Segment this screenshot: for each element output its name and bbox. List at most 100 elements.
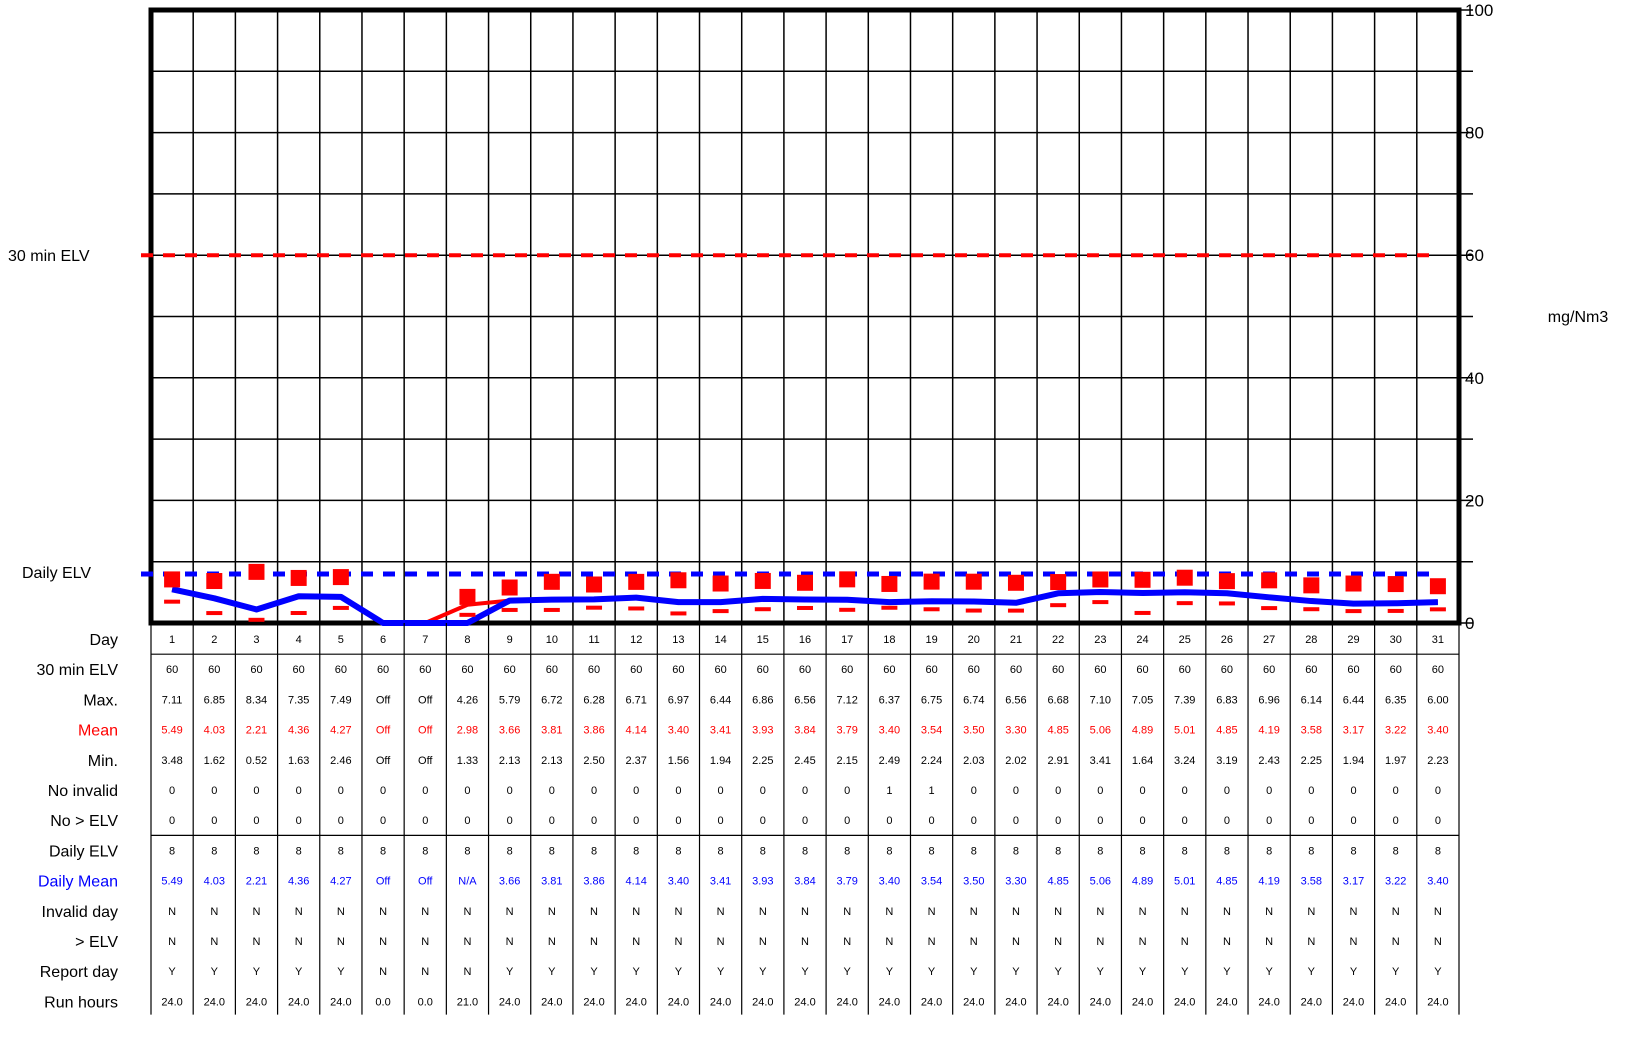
table-cell: N — [801, 936, 809, 948]
table-cell: N — [463, 936, 471, 948]
table-cell: 8 — [549, 845, 555, 857]
table-cell: N — [421, 906, 429, 918]
table-cell: 3.40 — [1427, 876, 1448, 888]
table-cell: 0 — [1182, 785, 1188, 797]
table-cell: 60 — [208, 664, 220, 676]
table-cell: 27 — [1263, 634, 1275, 646]
table-cell: N — [1096, 936, 1104, 948]
table-cell: N — [1392, 906, 1400, 918]
table-cell: Off — [418, 755, 433, 767]
min-point — [670, 611, 687, 616]
table-cell: 8 — [886, 845, 892, 857]
table-cell: 24.0 — [1090, 996, 1111, 1008]
min-point — [1218, 601, 1235, 606]
table-cell: 60 — [335, 664, 347, 676]
table-cell: 1.94 — [1343, 755, 1364, 767]
table-cell: 3.58 — [1301, 876, 1322, 888]
table-cell: 0 — [464, 815, 470, 827]
table-cell: 8 — [296, 845, 302, 857]
table-cell: 0 — [929, 815, 935, 827]
table-cell: 60 — [419, 664, 431, 676]
table-cell: 2.21 — [246, 876, 267, 888]
table-cell: 21.0 — [457, 996, 478, 1008]
table-cell: 7.10 — [1090, 694, 1111, 706]
max-point — [1303, 577, 1320, 594]
table-cell: N — [210, 936, 218, 948]
table-cell: 2.15 — [836, 755, 857, 767]
table-cell: 0 — [296, 815, 302, 827]
max-point — [1007, 574, 1024, 591]
table-cell: N — [717, 906, 725, 918]
table-cell: 4 — [296, 634, 302, 646]
table-cell: 1 — [886, 785, 892, 797]
table-cell: 22 — [1052, 634, 1064, 646]
table-cell: N — [506, 936, 514, 948]
min-point — [797, 605, 813, 610]
table-cell: N — [1181, 906, 1189, 918]
table-cell: Off — [418, 694, 433, 706]
max-point — [1176, 569, 1193, 586]
table-cell: 0 — [1182, 815, 1188, 827]
table-cell: N — [337, 936, 345, 948]
table-cell: 6.44 — [1343, 694, 1364, 706]
table-cell: 60 — [377, 664, 389, 676]
table-cell: N — [590, 906, 598, 918]
table-cell: N — [421, 966, 429, 978]
table-row-label: No invalid — [48, 783, 118, 800]
table-cell: 0.52 — [246, 755, 267, 767]
table-cell: 24.0 — [626, 996, 647, 1008]
daily-mean-series-line — [171, 586, 1438, 626]
table-cell: N — [928, 936, 936, 948]
table-cell: 0 — [1350, 815, 1356, 827]
table-cell: 0 — [760, 785, 766, 797]
table-cell: N — [843, 906, 851, 918]
table-cell: 0 — [633, 785, 639, 797]
table-cell: 5.49 — [161, 725, 182, 737]
table-cell: Y — [506, 966, 514, 978]
table-cell: 1.97 — [1385, 755, 1406, 767]
table-cell: 8 — [1393, 845, 1399, 857]
table-cell: 5.01 — [1174, 725, 1195, 737]
table-cell: 60 — [546, 664, 558, 676]
table-cell: 8 — [675, 845, 681, 857]
table-cell: 0 — [380, 785, 386, 797]
table-cell: 8 — [338, 845, 344, 857]
table-cell: 24.0 — [879, 996, 900, 1008]
table-row-label: Report day — [40, 964, 118, 981]
table-cell: 2.13 — [541, 755, 562, 767]
table-cell: 0.0 — [418, 996, 433, 1008]
table-cell: 5.06 — [1090, 876, 1111, 888]
table-cell: 60 — [1094, 664, 1106, 676]
table-row-label: Daily Mean — [38, 874, 118, 891]
min-point — [1134, 610, 1151, 615]
table-cell: 4.85 — [1047, 876, 1068, 888]
table-cell: Y — [1392, 966, 1400, 978]
table-cell: 1.64 — [1132, 755, 1153, 767]
table-cell: 3.17 — [1343, 876, 1364, 888]
table-cell: 24.0 — [1047, 996, 1068, 1008]
table-cell: N — [548, 936, 556, 948]
table-cell: Y — [928, 966, 936, 978]
table-cell: 0 — [211, 815, 217, 827]
table-cell: 23 — [1094, 634, 1106, 646]
table-cell: 0 — [1055, 785, 1061, 797]
max-point — [839, 571, 856, 588]
max-point — [164, 571, 181, 588]
table-cell: 0 — [422, 815, 428, 827]
table-cell: 2.02 — [1005, 755, 1026, 767]
table-cell: 8 — [1139, 845, 1145, 857]
table-cell: 0 — [253, 785, 259, 797]
min-point — [1387, 608, 1404, 613]
table-cell: 60 — [1052, 664, 1064, 676]
table-cell: 4.19 — [1258, 876, 1279, 888]
table-cell: N — [1223, 906, 1231, 918]
max-point — [543, 573, 560, 590]
min-point — [248, 617, 265, 622]
table-cell: 0 — [169, 785, 175, 797]
table-cell: 5.01 — [1174, 876, 1195, 888]
table-cell: 0 — [718, 785, 724, 797]
table-cell: 3.81 — [541, 876, 562, 888]
table-cell: 11 — [588, 634, 599, 646]
table-cell: 0 — [549, 815, 555, 827]
table-cell: N — [970, 936, 978, 948]
